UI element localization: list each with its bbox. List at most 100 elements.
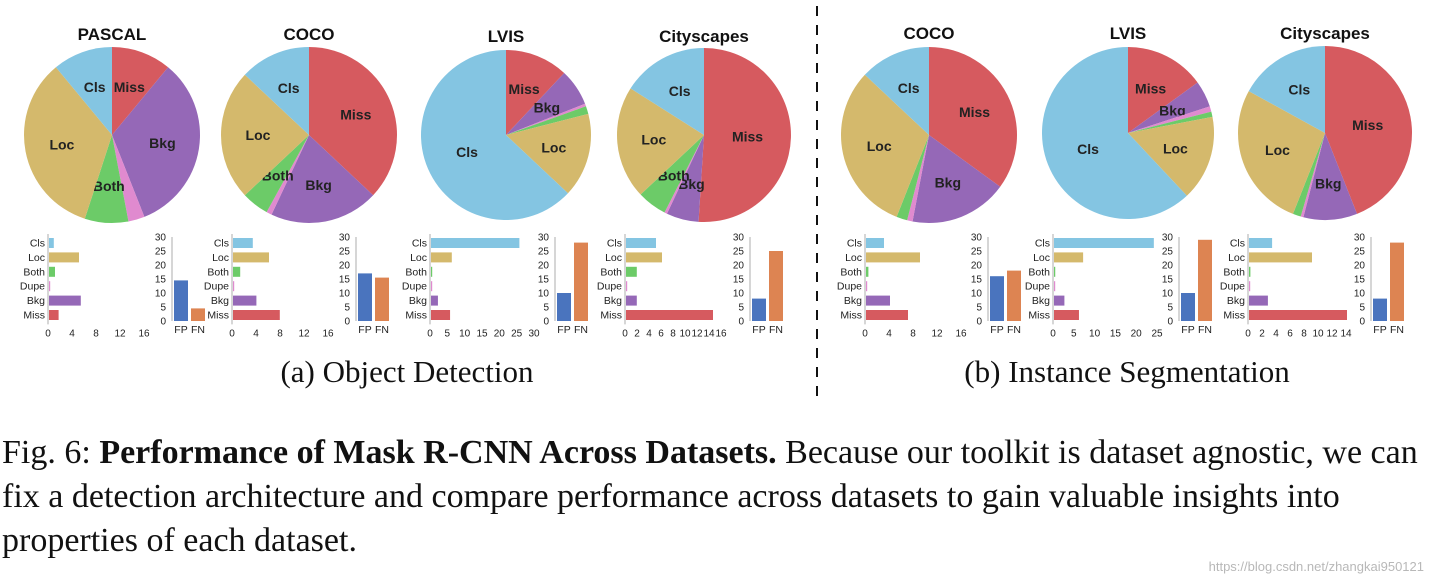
fpfn-label-fp: FP [1181,324,1194,336]
pie-label-loc: Loc [541,139,566,155]
pie-slice-bkg [666,135,704,222]
pie-slice-both [896,135,929,221]
bar-category-label-loc: Loc [212,252,229,264]
pie-slice-cls [864,47,929,135]
fpfn-tick-label: 10 [1162,289,1174,300]
pie-slice-both [84,135,129,223]
bar-category-label-cls: Cls [607,238,622,250]
fpfn-tick-label: 0 [344,317,350,328]
fpfn-bar-fn [191,308,205,321]
bar-category-label-miss: Miss [207,310,229,322]
pie-slice-both [1292,133,1325,217]
fpfn-tick-label: 5 [738,303,744,314]
bar-category-label-cls: Cls [1035,238,1050,250]
bar-tick-label: 2 [1259,328,1265,339]
bar-category-label-loc: Loc [845,252,862,264]
bar-both [49,266,55,277]
bar-category-label-dupe: Dupe [597,281,622,293]
fpfn-tick-label: 20 [1162,261,1174,272]
fpfn-label-fp: FP [358,324,371,336]
bar-loc [431,252,452,263]
fpfn-tick-label: 20 [733,261,745,272]
pie-slice-bkg [506,73,586,135]
pie-slice-cls [1041,47,1187,220]
bar-miss [1249,310,1347,320]
fpfn-tick-label: 30 [971,233,983,244]
fpfn-tick-label: 30 [339,233,351,244]
fpfn-tick-label: 25 [538,247,550,258]
fpfn-label-fn: FN [574,324,588,336]
pie-slice-loc [24,67,113,219]
fpfn-label-fp: FP [174,324,187,336]
bar-tick-label: 10 [1089,328,1101,339]
bar-category-label-both: Both [1223,266,1245,278]
pie-label-loc: Loc [867,138,892,154]
fpfn-tick-label: 10 [971,289,983,300]
bar-tick-label: 12 [931,328,943,339]
bar-both [233,266,241,277]
bar-tick-label: 16 [138,328,150,339]
bar-miss [1054,310,1079,320]
fpfn-tick-label: 5 [1359,303,1365,314]
bar-cls [233,238,253,248]
bar-category-label-both: Both [405,266,427,278]
chart-title: COCO [284,25,335,44]
bar-category-label-dupe: Dupe [837,281,862,293]
bar-tick-label: 4 [886,328,892,339]
chart-title: Cityscapes [659,27,749,46]
pie-label-cls: Cls [1288,82,1310,98]
bar-category-label-dupe: Dupe [1025,281,1050,293]
pie-slice-miss [112,47,169,135]
bar-dupe [49,281,51,292]
pie-slice-loc [1237,91,1325,214]
pie-slice-miss [929,47,1018,187]
pie-label-loc: Loc [641,132,666,148]
fpfn-label-fn: FN [1007,324,1021,336]
bar-tick-label: 14 [703,328,715,339]
bar-category-label-loc: Loc [1033,252,1050,264]
fpfn-label-fn: FN [1390,324,1404,336]
bar-category-label-loc: Loc [28,252,45,264]
bar-tick-label: 15 [1110,328,1122,339]
bar-category-label-bkg: Bkg [1032,295,1050,307]
pie-label-cls: Cls [456,144,478,160]
fpfn-tick-label: 25 [1354,247,1366,258]
bar-tick-label: 16 [955,328,967,339]
fpfn-tick-label: 25 [733,247,745,258]
chart-title: LVIS [488,27,525,46]
fpfn-bar-fn [574,242,588,321]
pie-slice-miss [1128,47,1198,133]
fpfn-tick-label: 30 [1162,233,1174,244]
bar-dupe [233,281,235,292]
pie-label-miss: Miss [114,79,145,95]
fpfn-bar-fp [358,273,372,321]
pie-slice-loc [220,74,309,196]
chart-a-pascal: PASCAL Miss Bkg Both Loc Cls Cls Loc Both Dupe Bkg… [20,25,205,339]
fpfn-label-fp: FP [752,324,765,336]
pie-slice-both [506,106,589,135]
bar-tick-label: 4 [69,328,75,339]
pie-label-cls: Cls [898,80,920,96]
bar-bkg [233,295,257,306]
bar-tick-label: 20 [494,328,506,339]
bar-cls [1249,238,1273,248]
pie-slice-bkg [112,67,200,217]
bar-category-label-both: Both [600,266,622,278]
bar-category-label-both: Both [207,266,229,278]
fpfn-tick-label: 15 [155,275,167,286]
pie-label-miss: Miss [959,104,990,120]
fpfn-tick-label: 5 [344,303,350,314]
figure-panels: (a) Object Detection (b) Instance Segmen… [20,6,1413,398]
pie-slice-miss [309,47,398,196]
pie-slice-dupe [506,103,586,135]
pie-label-bkg: Bkg [678,176,704,192]
pie-slice-miss [698,48,791,222]
pie-label-miss: Miss [1135,81,1166,97]
pie-label-cls: Cls [1077,141,1099,157]
fpfn-tick-label: 25 [155,247,167,258]
bar-tick-label: 12 [298,328,310,339]
chart-b-cityscapes: Cityscapes Miss Bkg Loc Cls Cls Loc Both Dupe Bkg… [1220,24,1413,339]
bar-category-label-miss: Miss [600,310,622,322]
fpfn-tick-label: 5 [160,303,166,314]
